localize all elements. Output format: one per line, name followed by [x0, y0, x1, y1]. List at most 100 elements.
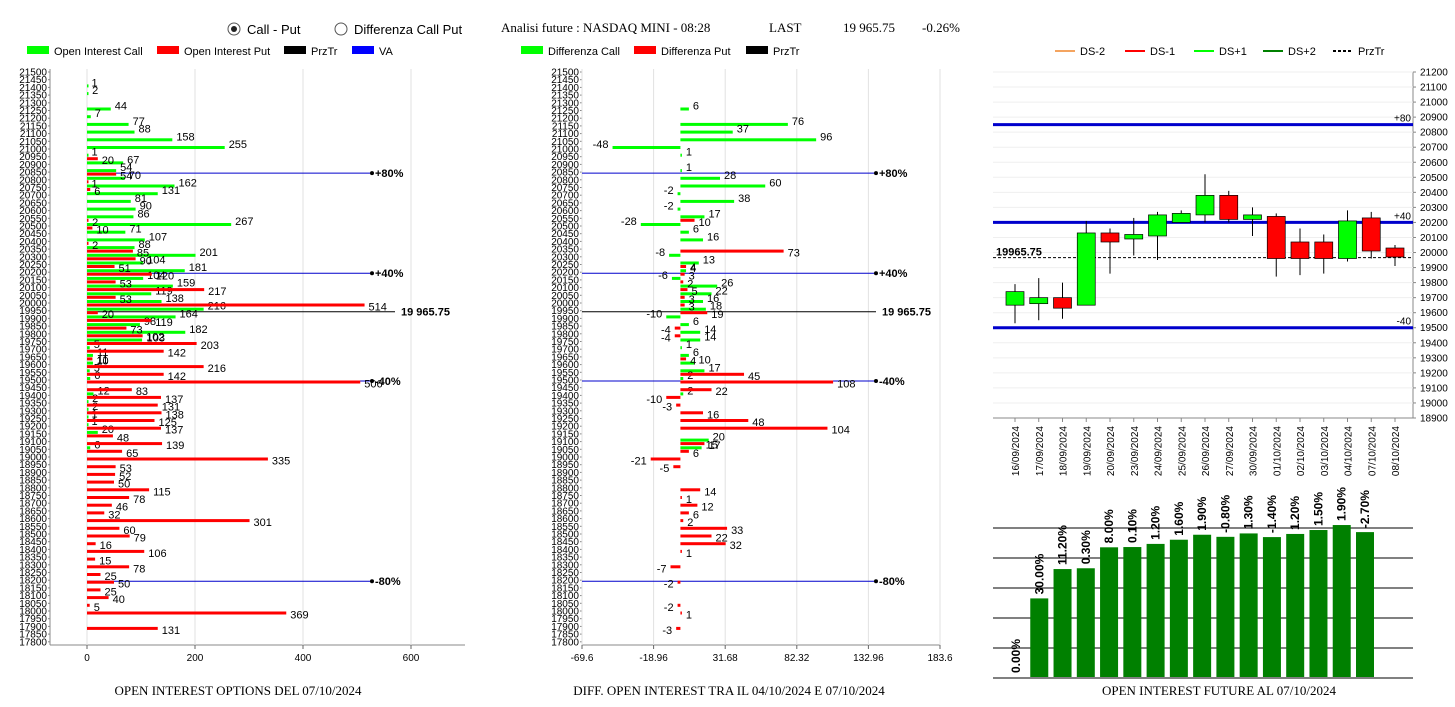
- radio-call-put[interactable]: Call - Put: [227, 22, 301, 37]
- bar-put: [680, 503, 698, 507]
- bar-put: [676, 626, 681, 630]
- strike-label: 20800: [551, 175, 579, 186]
- strike-label: 18700: [551, 499, 579, 510]
- strike-label: 20350: [551, 245, 579, 256]
- bar-call-label: 138: [166, 293, 184, 305]
- bar-put-label: 104: [831, 425, 849, 437]
- bar-put-label: 83: [136, 386, 148, 398]
- strike-label: 19850: [551, 322, 579, 333]
- bar-put-label: 2: [687, 517, 693, 529]
- x-tick-label: 0: [84, 653, 90, 664]
- bar-call: [680, 130, 733, 134]
- bar-call-label: 5: [94, 362, 100, 374]
- last-value: 19 965.75: [843, 20, 895, 35]
- strike-label: 18650: [19, 506, 47, 517]
- bar-put-label: 54: [120, 171, 132, 183]
- price-label: 19965.75: [996, 247, 1042, 259]
- bar-call: [87, 138, 173, 142]
- candle-body: [1385, 247, 1405, 258]
- bar-call: [680, 176, 720, 180]
- bar-put: [680, 288, 688, 292]
- bar-call: [612, 146, 681, 149]
- bar-put: [87, 580, 114, 584]
- bar-put: [680, 357, 687, 361]
- bar-call: [87, 153, 89, 157]
- bar-put-label: 131: [162, 625, 180, 637]
- price-tick-label: 20100: [1420, 233, 1448, 244]
- strike-label: 20900: [19, 160, 47, 171]
- bar-call: [87, 184, 175, 188]
- bar-call-label: 20: [713, 432, 725, 444]
- strike-label: 21300: [551, 98, 579, 109]
- bar-put: [87, 611, 287, 615]
- candle-body: [1290, 241, 1310, 259]
- strike-label: 18450: [551, 537, 579, 548]
- bar-put: [87, 480, 114, 484]
- ref-marker: [874, 579, 878, 584]
- bar-put: [87, 218, 89, 222]
- strike-label: 19050: [19, 445, 47, 456]
- legend-diff-put-swatch: [634, 46, 656, 54]
- legend-diff-call: Differenza Call: [548, 46, 620, 58]
- strike-label: 20950: [19, 152, 47, 163]
- bar-put: [680, 442, 705, 446]
- candle-body: [1100, 232, 1120, 243]
- strike-label: 18300: [551, 560, 579, 571]
- bar-call-label: 107: [149, 231, 167, 243]
- bar-put: [680, 549, 682, 553]
- bar-call: [87, 192, 158, 196]
- strike-label: 20200: [551, 268, 579, 279]
- strike-label: 17850: [551, 630, 579, 641]
- x-tick-label: 183.6: [927, 653, 952, 664]
- bar-call: [87, 276, 144, 280]
- strike-label: 20100: [19, 283, 47, 294]
- ref-label: 19 965.75: [882, 307, 931, 319]
- strike-label: 21500: [19, 68, 47, 79]
- bar-put: [87, 265, 115, 268]
- bar-put-label: 217: [208, 286, 226, 298]
- bar-call-label: 16: [707, 293, 719, 305]
- bar-call: [669, 253, 681, 257]
- radio-differenza[interactable]: Differenza Call Put: [334, 22, 463, 37]
- bar-call-label: -48: [593, 139, 609, 151]
- bar-call: [87, 115, 91, 119]
- bar-call: [87, 130, 135, 134]
- bar-call: [680, 369, 705, 373]
- bar-put: [87, 542, 96, 546]
- bar-call-label: 182: [189, 324, 207, 336]
- bar-put: [87, 457, 268, 461]
- legend-candle-label: DS-2: [1080, 46, 1105, 58]
- future-bar-label: 1.60%: [1172, 501, 1186, 535]
- bar-put: [87, 503, 112, 507]
- strike-label: 20200: [19, 268, 47, 279]
- date-label: 19/09/2024: [1082, 426, 1093, 476]
- legend-oi-put-swatch: [157, 46, 179, 54]
- strike-label: 21450: [19, 75, 47, 86]
- price-tick-label: 19100: [1420, 383, 1448, 394]
- legend-diff-call-swatch: [521, 46, 543, 54]
- date-label: 02/10/2024: [1296, 426, 1307, 476]
- bar-put-label: 14: [704, 486, 716, 498]
- bar-call: [87, 246, 135, 250]
- ref-marker: [874, 171, 878, 176]
- future-bar-label: 1.20%: [1149, 506, 1163, 540]
- strike-label: 18400: [551, 545, 579, 556]
- bar-call-label: 26: [721, 278, 733, 290]
- bar-put-label: 22: [716, 533, 728, 545]
- future-bar-label: -0.80%: [1218, 494, 1232, 532]
- bar-call-label: -6: [658, 270, 668, 282]
- price-tick-label: 20700: [1420, 143, 1448, 154]
- candle-body: [1076, 232, 1096, 306]
- strike-label: 19650: [551, 352, 579, 363]
- bar-call: [87, 430, 98, 434]
- bar-put: [680, 526, 728, 530]
- strike-label: 19950: [551, 306, 579, 317]
- legend-diff-prztr-swatch: [746, 46, 768, 54]
- price-tick-label: 19200: [1420, 368, 1448, 379]
- bar-call-label: 2: [92, 85, 98, 97]
- bar-put-label: 514: [369, 302, 387, 314]
- radio-differenza-circle[interactable]: [334, 22, 348, 36]
- bar-call: [87, 353, 93, 357]
- bar-put: [680, 419, 749, 422]
- bar-call-label: 16: [707, 231, 719, 243]
